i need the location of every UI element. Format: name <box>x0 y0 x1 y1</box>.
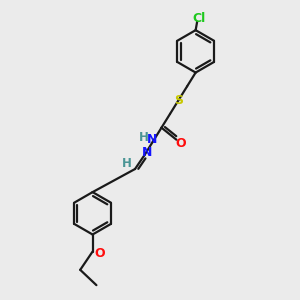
Text: N: N <box>147 134 158 146</box>
Text: O: O <box>94 247 105 260</box>
Text: H: H <box>122 157 132 170</box>
Text: Cl: Cl <box>192 13 205 26</box>
Text: O: O <box>176 137 187 150</box>
Text: H: H <box>139 131 148 144</box>
Text: S: S <box>174 94 183 106</box>
Text: N: N <box>142 146 152 159</box>
